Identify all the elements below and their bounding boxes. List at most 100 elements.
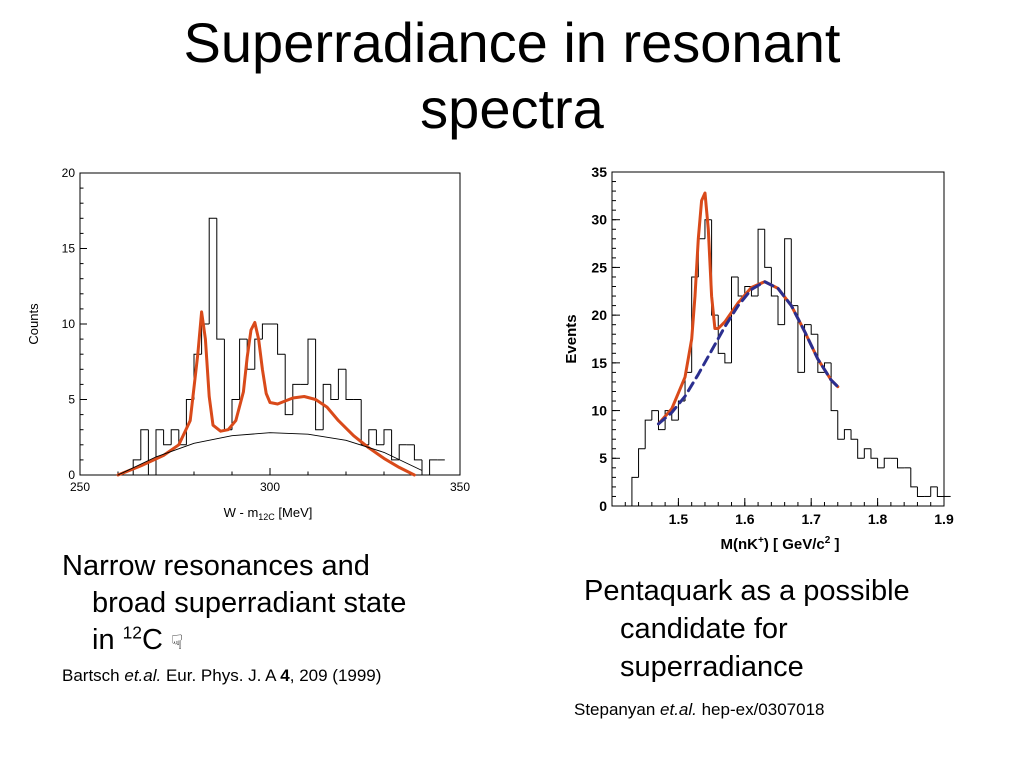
y-tick-label: 0 (68, 468, 75, 482)
histogram-bin (398, 444, 407, 460)
caption-right-line2: candidate for (620, 613, 788, 645)
pentaquark-histogram: 0 5 10 15 20 25 30 35 1.5 1.6 1.7 1.8 1.9 Events M(nK+… (563, 164, 954, 553)
ref-left-pages-year: , 209 (1999) (289, 666, 382, 685)
histogram-bin (360, 399, 369, 446)
caption-left-mass-number: 12 (122, 622, 142, 643)
caption-left-line2: broad superradiant state (92, 587, 407, 619)
slide-title-line2: spectra (420, 77, 604, 140)
histogram-bin (930, 486, 938, 497)
carbon-resonance-histogram: 0 5 10 15 20 250 300 350 Counts W - m12C [MeV] (26, 166, 470, 522)
ref-right-author: Stepanyan (574, 700, 661, 719)
histogram-bin (216, 218, 225, 340)
y-tick-label: 30 (591, 212, 607, 228)
histogram-bin (644, 419, 652, 449)
background-fit-curve (657, 280, 840, 426)
histogram-bin (239, 338, 248, 400)
histogram-bin (631, 476, 639, 506)
histogram-bin (383, 429, 392, 445)
ref-left-journal: Eur. Phys. J. A (161, 666, 281, 685)
ref-right-arxiv: hep-ex/0307018 (696, 700, 825, 719)
y-tick-label: 5 (68, 393, 75, 407)
x-tick-label: 1.9 (934, 511, 954, 527)
x-tick-label: 250 (70, 480, 90, 494)
slide-title: Superradiance in resonant spectra (0, 10, 1024, 142)
reference-left: Bartsch et.al. Eur. Phys. J. A 4, 209 (1… (62, 666, 381, 686)
x-tick-label: 1.7 (801, 511, 821, 527)
histogram-bin (391, 429, 400, 461)
histogram-bin (429, 459, 438, 475)
histogram-bin (863, 448, 871, 459)
histogram-bin (936, 486, 944, 497)
y-axis-label: Counts (26, 303, 41, 345)
caption-left-in: in (92, 624, 123, 656)
histogram-bin (737, 276, 745, 297)
histogram-bin (140, 429, 149, 460)
background-curve (117, 432, 423, 476)
x-tick-label: 1.6 (735, 511, 755, 527)
histogram-bin (223, 339, 232, 431)
histogram-bin (810, 324, 818, 335)
histogram-bin (731, 276, 739, 363)
pointing-hand-icon: ☟ (170, 630, 184, 654)
caption-right-line1: Pentaquark as a possible (584, 575, 910, 607)
y-tick-label: 20 (591, 307, 607, 323)
histogram-bin (897, 458, 905, 469)
ref-right-etal: et.al. (660, 700, 697, 719)
histogram-bin (910, 467, 918, 488)
histogram-bin (724, 353, 732, 364)
histogram-bin (711, 219, 719, 316)
histogram-bin (368, 429, 377, 445)
histogram-bin (777, 296, 785, 326)
histogram-bin (657, 410, 666, 431)
caption-right: Pentaquark as a possible candidate for s… (584, 572, 1004, 686)
histogram-bin (757, 228, 765, 297)
x-tick-label: 1.5 (669, 511, 689, 527)
caption-left-element: C (141, 624, 171, 656)
histogram-bin (883, 457, 891, 468)
y-tick-label: 25 (591, 259, 607, 275)
histogram-bin (916, 486, 925, 497)
histogram-bin (770, 267, 778, 297)
ref-left-etal: et.al. (124, 666, 162, 685)
histogram-bin (337, 368, 346, 400)
histogram-bin (315, 339, 324, 431)
x-axis-label: M(nK+) [ GeV/c2 ] (721, 535, 840, 553)
histogram-bin (804, 324, 812, 373)
histogram-bin (170, 429, 179, 445)
x-tick-label: 300 (260, 480, 280, 494)
histogram-bin (850, 429, 858, 440)
histogram-bin (163, 429, 172, 446)
histogram-bin (638, 448, 646, 478)
caption-left-line3: in 12C ☟ (62, 622, 502, 661)
histogram-bin (292, 383, 301, 415)
x-tick-label: 350 (450, 480, 470, 494)
histogram-bin (704, 219, 712, 239)
caption-left: Narrow resonances and broad superradiant… (62, 548, 502, 661)
histogram-bin (651, 410, 659, 421)
y-tick-label: 20 (62, 166, 76, 180)
y-tick-label: 5 (599, 450, 607, 466)
histogram-bin (261, 323, 270, 340)
histogram-bin (322, 383, 331, 430)
histogram-bin (797, 305, 805, 373)
histogram-bin (413, 444, 422, 461)
fit-curve (116, 310, 416, 477)
histogram-bin (208, 217, 217, 324)
histogram-bin (307, 338, 316, 385)
histogram-bin (784, 238, 792, 325)
histogram-bin (231, 399, 240, 430)
histogram-bin (147, 429, 156, 476)
histogram-bin (790, 238, 798, 307)
histogram-bin (330, 384, 339, 400)
histogram-bin (877, 458, 885, 469)
histogram-bin (421, 459, 430, 476)
ref-left-volume: 4 (280, 666, 290, 685)
histogram-bin (843, 429, 852, 440)
y-tick-label: 35 (591, 164, 607, 180)
y-tick-label: 0 (599, 498, 607, 514)
caption-left-line1: Narrow resonances and (62, 550, 370, 582)
histogram-bin (857, 439, 865, 459)
slide-title-line1: Superradiance in resonant (183, 11, 841, 74)
y-tick-label: 15 (62, 242, 76, 256)
histogram-bin (837, 410, 845, 440)
